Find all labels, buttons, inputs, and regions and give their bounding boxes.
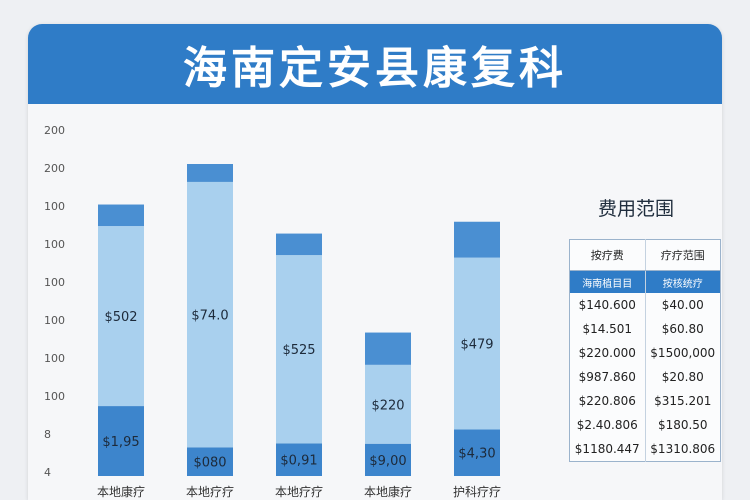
- table-row: $987.860 $20.80: [570, 365, 721, 389]
- y-tick-label: 100: [44, 314, 65, 327]
- table-cell: $1180.447: [574, 442, 640, 456]
- y-tick-label: 100: [44, 390, 65, 403]
- table-cell: $315.201: [644, 389, 721, 413]
- table-cell: $20.80: [644, 365, 721, 389]
- bar-value-label: $502: [104, 310, 137, 325]
- cost-table-subheader: 海南植目目 按核统疗: [569, 270, 721, 293]
- bar-segment: [365, 332, 411, 365]
- header-banner: 海南定安县康复科: [28, 24, 722, 104]
- cost-table-header-range: 疗疗范围: [644, 239, 721, 271]
- y-tick-label: 200: [44, 124, 65, 137]
- y-tick-label: 200: [44, 162, 65, 175]
- cost-panel-title: 费用范围: [598, 198, 675, 220]
- table-cell: $14.501: [582, 322, 633, 336]
- y-tick-label: 100: [44, 238, 65, 251]
- table-cell: $60.80: [644, 317, 721, 341]
- bar-segment: [276, 443, 322, 476]
- y-tick-label: 100: [44, 276, 65, 289]
- category-label: 护科疗疗: [453, 485, 501, 499]
- table-cell: $2.40.806: [576, 418, 638, 432]
- bar-value-label: $080: [193, 456, 226, 471]
- table-row: $220.806 $315.201: [570, 389, 721, 413]
- bar-value-label: $525: [282, 343, 315, 358]
- bar-segment: [98, 406, 144, 476]
- bar-segment: [365, 443, 411, 476]
- table-cell: $180.50: [644, 413, 721, 437]
- table-cell: $40.00: [644, 293, 721, 317]
- cost-table-sub-1: 海南植目目: [569, 270, 645, 293]
- bar-value-label: $74.0: [191, 309, 228, 324]
- table-cell: $1500,000: [644, 341, 721, 365]
- bar-value-label: $4,30: [458, 447, 495, 462]
- category-label: 本地康疗: [364, 484, 412, 499]
- bar-segment: [187, 447, 233, 476]
- category-label: 本地康疗: [97, 484, 145, 499]
- table-row: $2.40.806 $180.50: [570, 413, 721, 437]
- table-cell: $220.806: [578, 394, 636, 408]
- bar-segment: [98, 204, 144, 227]
- table-cell: $220.000: [578, 346, 636, 360]
- chart-card: 海南定安县康复科 200 200 100 100 100 100 100 100 8 4 $1,95…: [28, 24, 722, 500]
- bar-segment: [98, 226, 144, 407]
- category-label: 本地疗疗: [186, 485, 234, 499]
- bar-value-label: $0,91: [280, 454, 317, 469]
- chart-title: 海南定安县康复科: [183, 43, 567, 94]
- bar-segment: [454, 221, 500, 258]
- bar-segment: [276, 255, 322, 444]
- y-tick-label: 8: [44, 428, 51, 441]
- category-label: 本地疗疗: [275, 485, 323, 499]
- bar-chart: 200 200 100 100 100 100 100 100 8 4 $1,95 $502 本地康疗 $…: [44, 124, 501, 499]
- y-tick-label: 100: [44, 352, 65, 365]
- table-row: $140.600 $40.00: [570, 293, 721, 317]
- bar-segment: [454, 257, 500, 430]
- cost-table-header-fee: 按疗费: [569, 239, 645, 271]
- table-cell: $140.600: [578, 298, 636, 312]
- cost-table: 按疗费 疗疗范围 海南植目目 按核统疗 $140.600 $40.00 $14.5…: [569, 239, 721, 462]
- bar-value-label: $9,00: [369, 454, 406, 469]
- bar-segment: [276, 233, 322, 256]
- bar-segment: [454, 429, 500, 476]
- y-tick-label: 100: [44, 200, 65, 213]
- table-row: $1180.447 $1310.806: [570, 437, 721, 462]
- table-cell: $1310.806: [644, 437, 721, 462]
- bar-segment: [365, 364, 411, 444]
- cost-table-sub-2: 按核统疗: [644, 270, 721, 293]
- bar-value-label: $1,95: [102, 435, 139, 450]
- bar-value-label: $220: [371, 398, 404, 413]
- table-row: $14.501 $60.80: [570, 317, 721, 341]
- table-cell: $987.860: [578, 370, 636, 384]
- bar-segment: [187, 164, 233, 182]
- bar-segment: [187, 181, 233, 448]
- table-row: $220.000 $1500,000: [570, 341, 721, 365]
- bar-value-label: $479: [460, 337, 493, 352]
- y-tick-label: 4: [44, 466, 51, 479]
